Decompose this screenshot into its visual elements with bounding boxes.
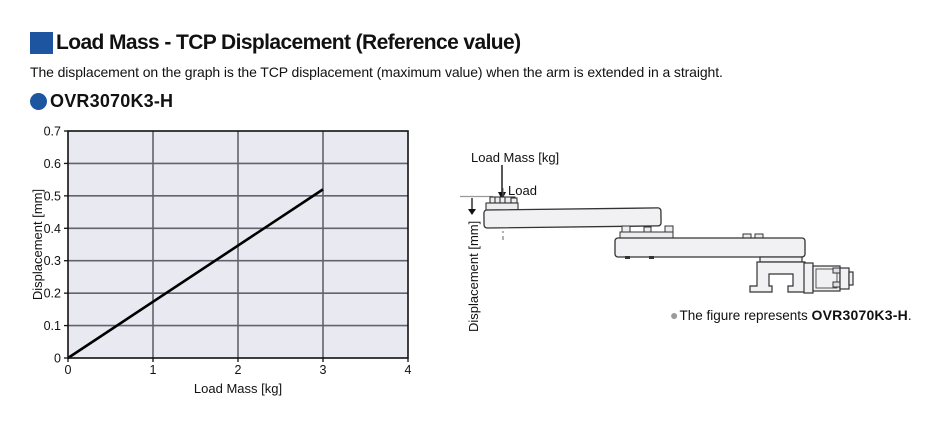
caption-bullet-icon: ● [670,307,679,323]
y-tick-label: 0.5 [44,189,61,203]
description-text: The displacement on the graph is the TCP… [30,64,723,80]
figure-displacement-label: Displacement [mm] [466,221,481,332]
y-tick-label: 0 [54,352,61,366]
y-axis-label: Displacement [mm] [30,189,45,300]
figure-load-mass-label: Load Mass [kg] [471,150,559,165]
y-tick-label: 0.3 [44,254,61,268]
caption-text: The figure represents [679,308,812,323]
x-tick-label: 2 [235,363,242,377]
model-heading: OVR3070K3-H [30,91,173,112]
section-header: Load Mass - TCP Displacement (Reference … [30,31,521,54]
y-tick-label: 0.2 [44,287,61,301]
load-displacement-chart: 0 1 2 3 4 0 0.1 0.2 0.3 0.4 0.5 0.6 0.7 Load Mass [kg… [30,120,420,410]
caption-period: . [907,308,912,323]
model-bullet-icon [30,93,47,110]
arm-link-1 [483,207,662,229]
caption-model-name: OVR3070K3-H [811,307,908,323]
displacement-arrow-icon [468,198,476,215]
x-axis-label: Load Mass [kg] [194,381,282,396]
y-tick-label: 0.1 [44,319,61,333]
figure-load-label: Load [508,183,537,198]
chart-canvas: 0 1 2 3 4 0 0.1 0.2 0.3 0.4 0.5 0.6 0.7 Load Mass [kg… [30,125,412,397]
x-tick-label: 1 [150,363,157,377]
tool-flange [485,196,519,211]
section-square-marker-icon [30,31,53,54]
motor [803,262,854,294]
data-line [67,188,324,360]
robot-arm-canvas: Load Mass [kg] Load Displacement [mm] [460,150,854,332]
x-tick-label: 0 [65,363,72,377]
x-tick-label: 3 [320,363,327,377]
x-tick-label: 4 [405,363,412,377]
base-bracket [749,256,813,293]
model-name: OVR3070K3-H [50,91,174,111]
joint-pads [619,225,674,239]
robot-arm-figure: Load Mass [kg] Load Displacement [mm] [455,140,930,350]
y-tick-label: 0.7 [44,125,61,139]
y-tick-label: 0.4 [44,222,61,236]
y-tick-label: 0.6 [44,157,61,171]
figure-caption: ●The figure represents OVR3070K3-H. [670,307,912,323]
arm-link-2 [614,237,806,259]
load-arrow-icon [498,165,506,200]
page-title: Load Mass - TCP Displacement (Reference … [56,31,521,54]
